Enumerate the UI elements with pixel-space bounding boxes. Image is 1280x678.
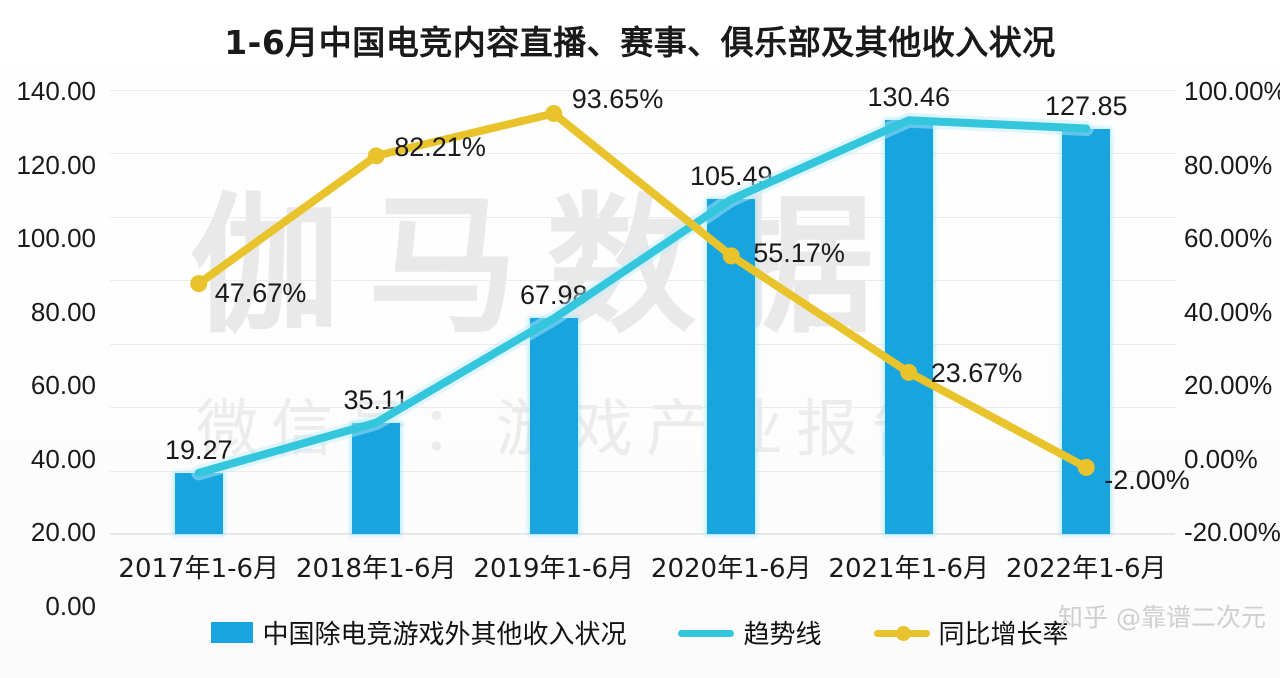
yoy-value-label: 23.67% (930, 358, 1023, 389)
y-axis-left-tick: 120.00 (16, 149, 96, 180)
bar[interactable] (884, 120, 933, 534)
line-dot-swatch-icon (873, 622, 930, 644)
y-axis-left-tick: 100.00 (16, 223, 96, 253)
axis-baseline (110, 532, 1175, 534)
y-axis-left-tick: 20.00 (30, 517, 96, 547)
legend-item-bar[interactable]: 中国除电竞游戏外其他收入状况 (211, 614, 626, 651)
bar-value-label: 127.85 (1044, 90, 1128, 121)
gridline (110, 407, 1175, 409)
gridline (110, 280, 1175, 282)
y-axis-left: 140.00 120.00 100.00 80.00 60.00 40.00 2… (2, 78, 102, 666)
x-axis-category-label: 2018年1-6月 (295, 554, 457, 584)
trend-line[interactable] (194, 116, 1091, 477)
yoy-value-label: 82.21% (394, 131, 486, 162)
bar-slot: 130.46 (820, 82, 998, 534)
gridline (110, 216, 1175, 218)
yoy-data-point[interactable] (367, 147, 385, 165)
yoy-data-point[interactable] (722, 247, 740, 265)
y-axis-left-tick: 60.00 (30, 370, 96, 400)
yoy-data-point[interactable] (1077, 458, 1095, 476)
line-swatch-icon (678, 622, 735, 644)
yoy-value-label: 47.67% (214, 277, 307, 308)
x-axis-category-label: 2019年1-6月 (473, 554, 635, 584)
yoy-line[interactable] (194, 109, 1091, 472)
gridlines (110, 90, 1175, 535)
legend-label: 同比增长率 (938, 620, 1069, 650)
chart-title: 1-6月中国电竞内容直播、赛事、俱乐部及其他收入状况 (224, 23, 1056, 62)
bar-slot: 19.27 (110, 90, 288, 534)
x-axis-category-label: 2022年1-6月 (1005, 554, 1167, 584)
plot-area: 19.27 35.11 67.98 105.49 130.46 127.85 47.67%… (110, 82, 1190, 535)
yoy-data-point[interactable] (545, 104, 563, 122)
yoy-value-label: 93.65% (571, 83, 664, 114)
y-axis-left-tick: 0.00 (45, 590, 96, 621)
bar-swatch-icon (211, 622, 254, 643)
legend-label: 中国除电竞游戏外其他收入状况 (262, 620, 627, 650)
y-axis-left-tick: 140.00 (16, 76, 96, 106)
y-axis-right-tick: 40.00% (1184, 296, 1273, 327)
y-axis-right-tick: 20.00% (1184, 370, 1273, 400)
legend-item-trend[interactable]: 趋势线 (678, 614, 822, 651)
legend-item-yoy[interactable]: 同比增长率 (873, 614, 1069, 651)
y-axis-right-tick: 100.00% (1184, 76, 1280, 106)
yoy-data-point[interactable] (190, 275, 208, 293)
x-axis-category-label: 2020年1-6月 (650, 554, 812, 584)
bar[interactable] (352, 422, 401, 534)
gridline (110, 470, 1175, 472)
y-axis-right-tick: 0.00% (1184, 443, 1258, 474)
bar-value-label: 19.27 (164, 434, 233, 465)
gridline (110, 343, 1175, 345)
x-axis: 2017年1-6月 2018年1-6月 2019年1-6月 2020年1-6月 2021… (110, 548, 1175, 585)
bar-slot: 35.11 (288, 90, 466, 534)
bar[interactable] (529, 318, 578, 534)
yoy-data-point[interactable] (900, 363, 918, 381)
x-axis-category-label: 2021年1-6月 (828, 554, 990, 584)
yoy-value-label: 55.17% (753, 237, 845, 268)
y-axis-right-tick: 80.00% (1184, 149, 1273, 180)
bars-layer: 19.27 35.11 67.98 105.49 130.46 127.85 (110, 82, 1175, 534)
y-axis-left-tick: 80.00 (30, 296, 96, 327)
author-watermark: 知乎 @靠谱二次元 (1058, 603, 1266, 632)
x-axis-category-label: 2017年1-6月 (118, 554, 280, 584)
bar-slot: 67.98 (465, 90, 643, 534)
gridline (110, 534, 1175, 535)
yoy-value-label: -2.00% (1104, 465, 1190, 496)
gridline (110, 153, 1175, 155)
bar[interactable] (174, 472, 223, 534)
gridline (110, 90, 1175, 91)
legend-label: 趋势线 (743, 620, 822, 650)
y-axis-left-tick: 40.00 (30, 443, 96, 474)
lines-layer (190, 104, 1095, 481)
trend-line-glow (191, 112, 1094, 481)
chart-legend: 中国除电竞游戏外其他收入状况 趋势线 同比增长率 (0, 614, 1280, 651)
y-axis-right: 100.00% 80.00% 60.00% 40.00% 20.00% 0.00… (1180, 76, 1280, 593)
y-axis-right-tick: -20.00% (1184, 517, 1280, 547)
bar-value-label: 130.46 (867, 82, 951, 113)
y-axis-right-tick: 60.00% (1184, 223, 1273, 253)
